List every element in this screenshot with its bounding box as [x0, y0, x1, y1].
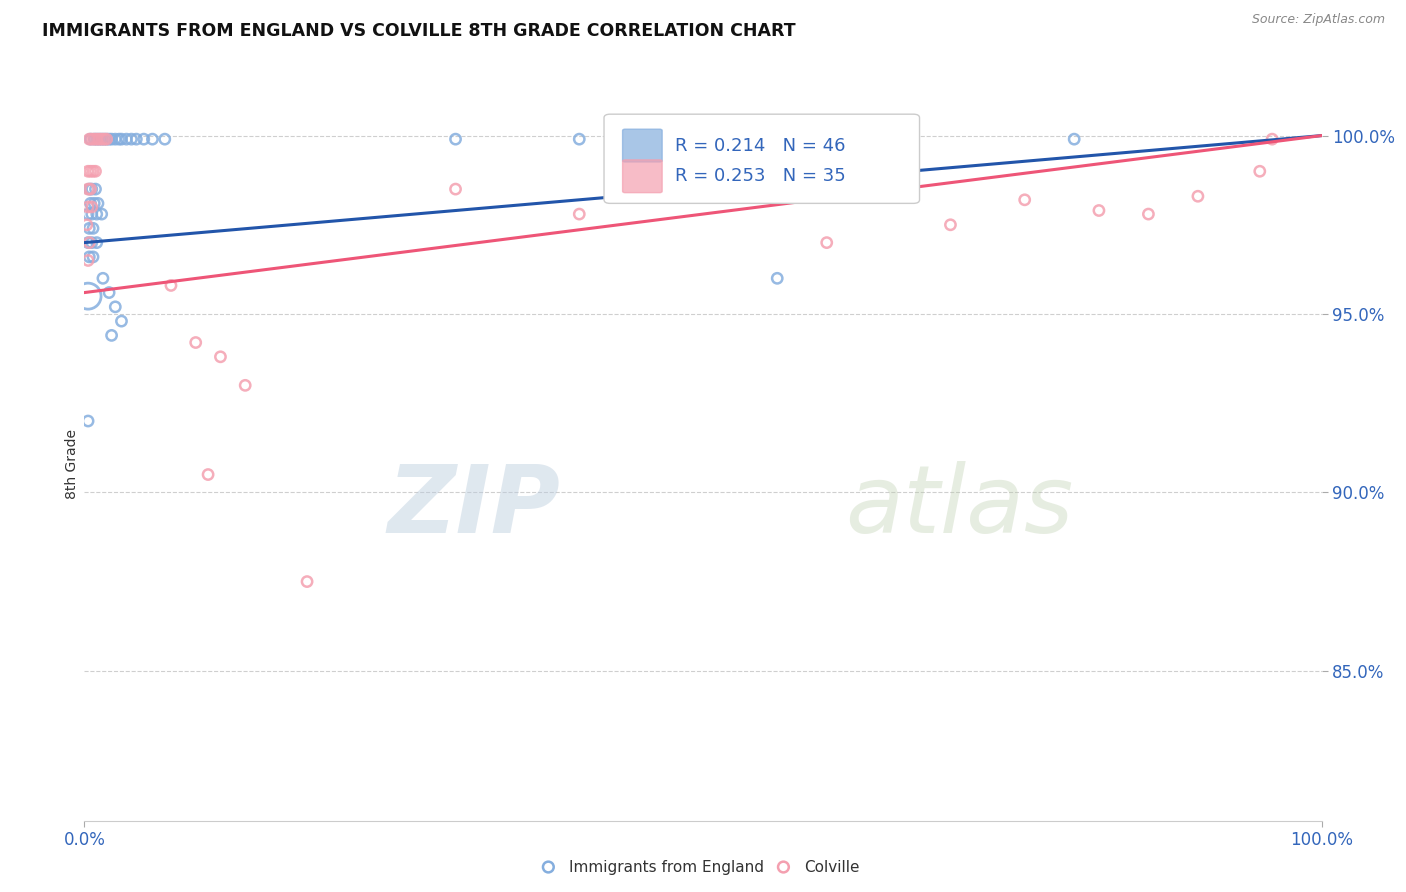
Point: [79, 221, 101, 235]
Point: [86, 207, 108, 221]
Text: Immigrants from England: Immigrants from England: [569, 860, 765, 874]
Point: [132, 132, 155, 146]
Text: ZIP: ZIP: [388, 460, 561, 553]
Point: [110, 132, 132, 146]
Y-axis label: 8th Grade: 8th Grade: [65, 429, 79, 499]
Point: [766, 271, 789, 285]
Point: [76, 218, 98, 232]
Point: [86, 132, 108, 146]
Point: [568, 207, 591, 221]
Text: Source: ZipAtlas.com: Source: ZipAtlas.com: [1251, 13, 1385, 27]
Point: [1063, 132, 1085, 146]
Text: atlas: atlas: [845, 461, 1074, 552]
Point: [115, 132, 138, 146]
Point: [444, 182, 467, 196]
Point: [80, 132, 103, 146]
Point: [84, 182, 107, 196]
Point: [110, 314, 132, 328]
Point: [83, 196, 105, 211]
Point: [1249, 164, 1271, 178]
Point: [77, 164, 100, 178]
FancyBboxPatch shape: [623, 160, 662, 193]
Point: [79, 132, 101, 146]
Point: [568, 132, 591, 146]
Point: [87, 196, 110, 211]
Point: [77, 414, 100, 428]
Point: [100, 132, 122, 146]
Point: [80, 200, 103, 214]
Point: [120, 132, 142, 146]
Point: [89, 132, 111, 146]
Point: [84, 164, 107, 178]
Point: [93, 132, 115, 146]
Point: [77, 182, 100, 196]
Point: [82, 221, 104, 235]
Point: [184, 335, 207, 350]
Point: [91, 271, 114, 285]
Point: [90, 132, 112, 146]
Point: [98, 132, 121, 146]
Point: [82, 164, 104, 178]
Text: R = 0.253   N = 35: R = 0.253 N = 35: [675, 168, 845, 186]
Point: [90, 132, 112, 146]
Point: [89, 132, 111, 146]
Point: [104, 300, 127, 314]
Point: [79, 250, 101, 264]
Point: [1261, 132, 1284, 146]
Point: [141, 132, 163, 146]
Point: [98, 285, 121, 300]
Point: [83, 132, 105, 146]
Point: [233, 378, 256, 392]
Point: [82, 250, 104, 264]
Point: [86, 132, 108, 146]
Point: [77, 289, 100, 303]
Point: [77, 207, 100, 221]
Point: [90, 207, 112, 221]
Point: [1088, 203, 1111, 218]
Point: [939, 218, 962, 232]
Point: [83, 132, 105, 146]
Point: [79, 182, 101, 196]
Point: [86, 235, 108, 250]
Point: [197, 467, 219, 482]
Text: IMMIGRANTS FROM ENGLAND VS COLVILLE 8TH GRADE CORRELATION CHART: IMMIGRANTS FROM ENGLAND VS COLVILLE 8TH …: [42, 22, 796, 40]
Point: [209, 350, 232, 364]
Point: [93, 132, 115, 146]
Point: [79, 235, 101, 250]
Point: [77, 253, 100, 268]
Point: [815, 235, 838, 250]
Point: [96, 132, 118, 146]
Point: [108, 132, 131, 146]
Point: [1187, 189, 1209, 203]
Text: Colville: Colville: [804, 860, 860, 874]
FancyBboxPatch shape: [623, 129, 662, 162]
Point: [79, 182, 101, 196]
Point: [104, 132, 127, 146]
FancyBboxPatch shape: [605, 114, 920, 203]
Point: [80, 182, 103, 196]
Point: [77, 235, 100, 250]
Point: [77, 200, 100, 214]
Point: [295, 574, 318, 589]
Point: [79, 132, 101, 146]
Point: [1014, 193, 1036, 207]
Point: [80, 235, 103, 250]
Point: [79, 164, 101, 178]
Point: [444, 132, 467, 146]
Text: R = 0.214   N = 46: R = 0.214 N = 46: [675, 136, 845, 154]
Point: [1137, 207, 1160, 221]
Point: [79, 196, 101, 211]
Point: [153, 132, 176, 146]
Point: [80, 207, 103, 221]
Point: [96, 132, 118, 146]
Point: [100, 328, 122, 343]
Point: [125, 132, 148, 146]
Point: [160, 278, 183, 293]
